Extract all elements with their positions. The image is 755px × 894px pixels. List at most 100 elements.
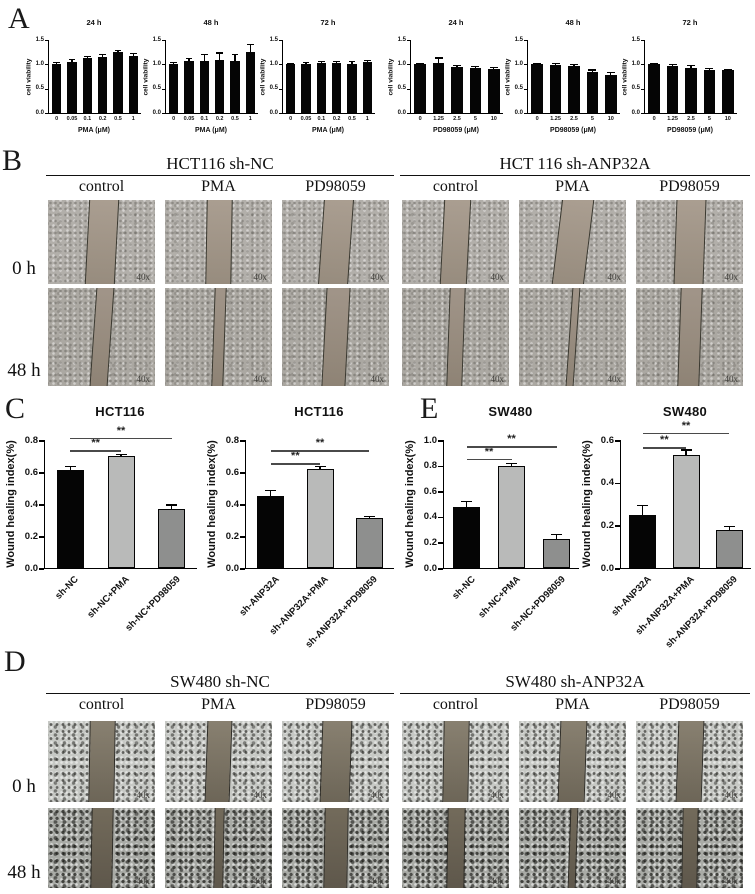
- error-bar-cap: [705, 68, 714, 70]
- y-tick-mark: [438, 465, 443, 468]
- col-label-pd98059: PD98059: [305, 696, 366, 713]
- plot-area: 0.0 0.5 1.0 1.5 0 0.05 0.1 0.2 0.5 1: [36, 37, 141, 122]
- error-bar: [672, 64, 674, 66]
- significance-line: [466, 446, 557, 448]
- micrograph-row-D-48h: 40x 40x 40x 40x 40x 40x: [0, 808, 755, 888]
- y-tick-mark: [407, 113, 411, 115]
- y-tick-mark: [240, 568, 245, 570]
- significance-label: **: [507, 433, 516, 446]
- magnification-label: 40x: [724, 876, 739, 886]
- x-axis-label: PD98059 (μM): [667, 127, 713, 134]
- x-tick-label: 0: [172, 116, 176, 122]
- error-bar: [171, 505, 173, 509]
- magnification-label: 40x: [253, 790, 268, 800]
- significance-line: [466, 458, 512, 460]
- error-bar-cap: [588, 69, 597, 71]
- y-tick-label: 0.5: [514, 85, 523, 92]
- chart-whi-hct116-shanp32a: HCT116 Wound healing index(%) 0.0 0.2 0.4 0.6…: [201, 402, 406, 652]
- wound-gap: [318, 721, 353, 802]
- error-bar: [132, 54, 134, 56]
- y-tick-label: 1.0: [631, 60, 640, 67]
- error-bar-cap: [166, 504, 178, 506]
- y-tick-label: 1.0: [514, 60, 523, 67]
- y-tick-mark: [39, 472, 44, 474]
- micrograph-D-48h-PD98059-shnc: 40x: [282, 808, 389, 888]
- magnification-label: 40x: [490, 876, 505, 886]
- x-tick-label: 0: [652, 116, 656, 122]
- y-tick-mark: [641, 40, 645, 42]
- significance-line: [642, 432, 730, 434]
- error-bar-cap: [247, 44, 254, 46]
- x-tick-label: 0: [535, 116, 539, 122]
- error-bar: [56, 63, 58, 65]
- y-tick-label: 0.0: [225, 562, 239, 574]
- error-bar-cap: [53, 62, 60, 64]
- significance-line: [70, 437, 172, 439]
- bar-sh-ANP32A: [629, 514, 657, 568]
- y-tick-label: 0.4: [423, 511, 437, 523]
- chart-viability-pd98059-48h: 48 h cell viability 0.0 0.5 1.0 1.5 0 1.25 2.5 5 1…: [501, 10, 621, 145]
- y-tick-label: 0.5: [397, 85, 406, 92]
- y-tick-label: 0.0: [152, 109, 161, 116]
- y-tick-mark: [615, 440, 620, 442]
- group-title: SW480 sh-NC: [170, 672, 270, 691]
- wound-gap: [550, 200, 595, 284]
- error-bar: [305, 62, 307, 64]
- magnification-label: 40x: [253, 876, 268, 886]
- plot-area: 0.0 0.2 0.4 0.6 0.8 1.0 sh-NC sh-NC+PMA sh-NC+PD…: [424, 433, 579, 633]
- x-tick-label: 1.25: [550, 116, 561, 122]
- error-bar: [555, 535, 558, 539]
- y-tick-mark: [615, 568, 620, 570]
- micrograph-D-0h-control-shnc: 40x: [48, 721, 155, 802]
- col-label-pma: PMA: [201, 178, 236, 195]
- bar-0: [51, 64, 62, 113]
- plot-area: 0.0 0.5 1.0 1.5 0 0.05 0.1 0.2 0.5 1: [270, 37, 375, 122]
- group-header-hct116-shanp32a: HCT 116 sh-ANP32A: [400, 154, 750, 176]
- y-tick-mark: [524, 88, 528, 90]
- chart-title: HCT116: [95, 404, 145, 419]
- wound-gap: [439, 200, 472, 284]
- bar-2.5: [685, 67, 697, 113]
- x-tick-label: sh-ANP32A+PD98059: [663, 574, 741, 651]
- error-bar: [690, 66, 692, 68]
- magnification-label: 40x: [607, 876, 622, 886]
- x-tick-label: 1.25: [667, 116, 678, 122]
- x-tick-label: 0.5: [348, 116, 356, 122]
- row-label-0h: 0 h: [12, 258, 36, 279]
- bar-sh-ANP32A: [257, 496, 285, 568]
- col-label-control: control: [432, 178, 479, 195]
- magnification-label: 40x: [607, 374, 622, 384]
- wound-gap: [89, 808, 114, 888]
- wound-gap: [676, 288, 703, 386]
- error-bar-cap: [170, 62, 177, 64]
- error-bar: [465, 502, 468, 507]
- x-tick-label: sh-ANP32A: [609, 574, 654, 619]
- micrograph-B-0h-PMA-shnc: 40x: [165, 200, 272, 284]
- error-bar: [493, 68, 495, 70]
- bar-0: [414, 64, 426, 113]
- wound-gap: [204, 200, 233, 284]
- y-tick-mark: [162, 64, 166, 66]
- y-tick-mark: [279, 40, 283, 42]
- magnification-label: 40x: [370, 374, 385, 384]
- error-bar-cap: [115, 454, 127, 456]
- panel-label-D: D: [4, 645, 26, 678]
- error-bar-cap: [650, 62, 659, 64]
- chart-viability-pd98059-72h: 72 h cell viability 0.0 0.5 1.0 1.5 0 1.25 2.5 5 1…: [618, 10, 738, 145]
- y-tick-label: 0.4: [600, 477, 614, 489]
- micrograph-B-0h-PD98059-shnc: 40x: [282, 200, 389, 284]
- y-tick-label: 0.0: [24, 562, 38, 574]
- micrograph-B-48h-PD98059-shnc: 40x: [282, 288, 389, 386]
- bar-5: [586, 71, 599, 113]
- y-tick-label: 0.2: [24, 530, 38, 542]
- x-tick-label: sh-NC+PD98059: [507, 574, 568, 634]
- magnification-label: 40x: [136, 876, 151, 886]
- wound-gap: [441, 721, 470, 802]
- plot-area: 0.0 0.5 1.0 1.5 0 1.25 2.5 5 10: [398, 37, 503, 122]
- x-tick-label: 0.5: [231, 116, 239, 122]
- col-label-pma: PMA: [555, 178, 590, 195]
- y-tick-mark: [45, 113, 49, 115]
- group-title: HCT 116 sh-ANP32A: [499, 154, 651, 173]
- chart-whi-sw480-shanp32a: SW480 Wound healing index(%) 0.0 0.2 0.4 0.6 s…: [576, 402, 755, 652]
- error-bar-cap: [363, 515, 375, 517]
